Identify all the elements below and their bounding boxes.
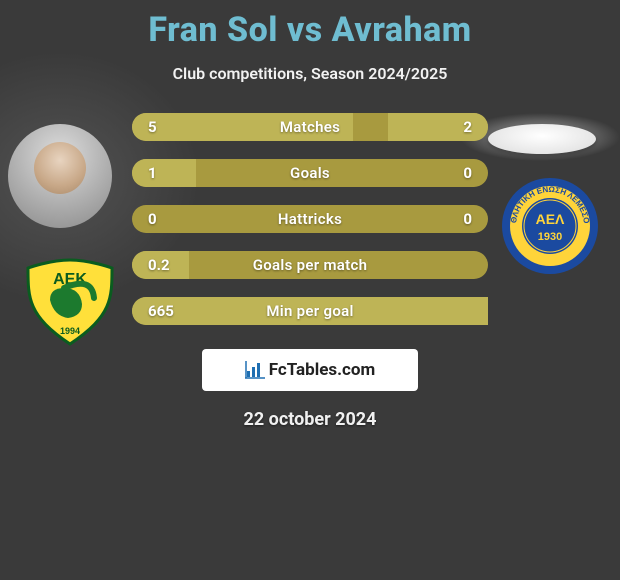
fctables-link[interactable]: FcTables.com — [202, 349, 418, 391]
stat-row-hattricks: 0 Hattricks 0 — [132, 205, 488, 233]
stat-value-right: 0 — [424, 210, 488, 228]
stat-rows: 5 Matches 2 1 Goals 0 0 Hattricks 0 0.2 … — [132, 113, 488, 325]
stat-label: Hattricks — [196, 210, 424, 228]
stat-value-left: 665 — [132, 302, 196, 320]
player-right-placeholder — [488, 124, 596, 154]
date-text: 22 october 2024 — [0, 409, 620, 430]
stat-row-goals-per-match: 0.2 Goals per match — [132, 251, 488, 279]
stat-row-goals: 1 Goals 0 — [132, 159, 488, 187]
club-right-badge: ΑΘΛΗΤΙΚΗ ΕΝΩΣΗ ΛΕΜΕΣΟΥ ΑΕΛ 1930 — [500, 176, 600, 276]
stat-label: Min per goal — [196, 302, 424, 320]
stat-row-min-per-goal: 665 Min per goal — [132, 297, 488, 325]
player-left-avatar — [8, 124, 112, 228]
club-right-year: 1930 — [538, 231, 562, 243]
stat-value-left: 0.2 — [132, 256, 196, 274]
stat-value-left: 5 — [132, 118, 196, 136]
stat-value-right: 2 — [424, 118, 488, 136]
svg-text:ΑΕΛ: ΑΕΛ — [536, 211, 565, 227]
bar-chart-icon — [245, 361, 265, 379]
subtitle: Club competitions, Season 2024/2025 — [0, 64, 620, 83]
stat-value-left: 0 — [132, 210, 196, 228]
page-title: Fran Sol vs Avraham — [0, 10, 620, 50]
stat-label: Goals — [196, 164, 424, 182]
stat-row-matches: 5 Matches 2 — [132, 113, 488, 141]
club-left-badge: AEK 1994 — [20, 258, 120, 346]
stat-label: Goals per match — [196, 256, 424, 274]
stat-value-right: 0 — [424, 164, 488, 182]
stat-value-left: 1 — [132, 164, 196, 182]
brand-text: FcTables.com — [269, 360, 375, 380]
stat-label: Matches — [196, 118, 424, 136]
svg-text:1994: 1994 — [60, 326, 80, 336]
